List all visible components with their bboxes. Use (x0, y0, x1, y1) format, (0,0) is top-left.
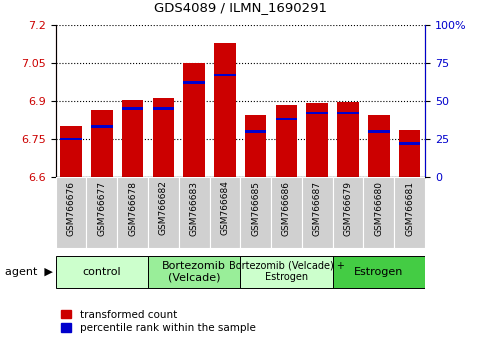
Bar (179, 177, 210, 248)
Bar (86, 177, 117, 248)
Bar (399, 130, 420, 177)
Bar (245, 115, 267, 177)
Bar (148, 177, 179, 248)
Text: GSM766685: GSM766685 (251, 181, 260, 235)
Bar (302, 177, 333, 248)
Text: control: control (83, 267, 121, 277)
Text: GSM766679: GSM766679 (343, 181, 353, 235)
Bar (210, 177, 240, 248)
Text: GSM766681: GSM766681 (405, 181, 414, 235)
Bar (333, 256, 425, 287)
Bar (214, 42, 236, 177)
Text: GSM766680: GSM766680 (374, 181, 384, 235)
Bar (148, 256, 241, 287)
Bar (60, 126, 82, 177)
Bar (333, 177, 364, 248)
Text: GDS4089 / ILMN_1690291: GDS4089 / ILMN_1690291 (154, 1, 327, 14)
Text: Bortezomib (Velcade) +
Estrogen: Bortezomib (Velcade) + Estrogen (228, 261, 344, 282)
Bar (122, 99, 143, 177)
Bar (122, 107, 143, 110)
Bar (91, 110, 113, 177)
Bar (399, 142, 420, 145)
Text: GSM766676: GSM766676 (67, 181, 75, 235)
Text: GSM766683: GSM766683 (190, 181, 199, 235)
Text: GSM766677: GSM766677 (97, 181, 106, 235)
Bar (307, 103, 328, 177)
Bar (60, 138, 82, 140)
Bar (91, 126, 113, 128)
Bar (56, 256, 148, 287)
Bar (337, 112, 359, 114)
Bar (276, 105, 297, 177)
Text: GSM766678: GSM766678 (128, 181, 137, 235)
Bar (56, 177, 86, 248)
Bar (153, 107, 174, 110)
Bar (117, 177, 148, 248)
Text: GSM766684: GSM766684 (220, 181, 229, 235)
Bar (271, 177, 302, 248)
Bar (276, 118, 297, 120)
Text: Bortezomib
(Velcade): Bortezomib (Velcade) (162, 261, 226, 282)
Bar (364, 177, 394, 248)
Bar (153, 98, 174, 177)
Bar (368, 130, 390, 133)
Bar (337, 102, 359, 177)
Bar (368, 115, 390, 177)
Legend: transformed count, percentile rank within the sample: transformed count, percentile rank withi… (61, 310, 256, 333)
Text: GSM766687: GSM766687 (313, 181, 322, 235)
Text: GSM766682: GSM766682 (159, 181, 168, 235)
Bar (184, 81, 205, 84)
Bar (240, 177, 271, 248)
Text: agent  ▶: agent ▶ (5, 267, 53, 277)
Bar (307, 112, 328, 114)
Bar (214, 74, 236, 76)
Bar (240, 256, 333, 287)
Text: Estrogen: Estrogen (354, 267, 403, 277)
Text: GSM766686: GSM766686 (282, 181, 291, 235)
Bar (394, 177, 425, 248)
Bar (245, 130, 267, 133)
Bar (184, 63, 205, 177)
